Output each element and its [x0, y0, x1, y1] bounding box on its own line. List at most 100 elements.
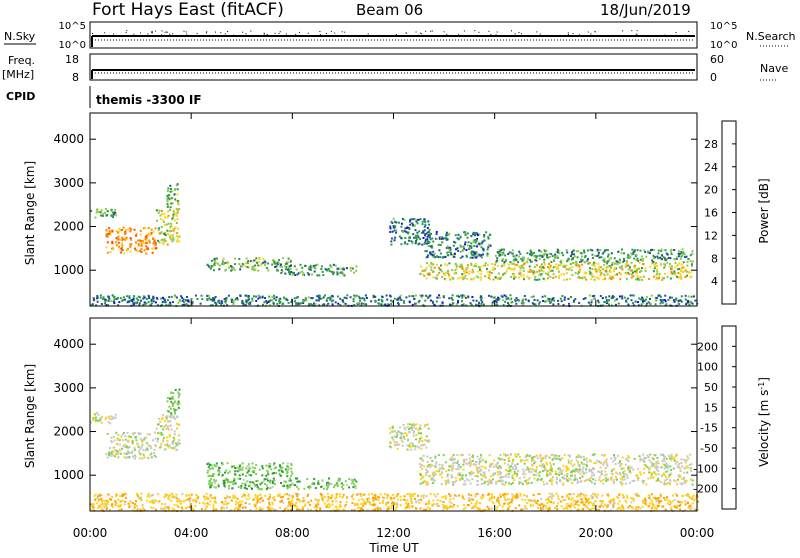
echo-cell [576, 479, 578, 481]
echo-cell [628, 460, 630, 462]
echo-cell [508, 264, 510, 266]
echo-cell [612, 276, 614, 278]
echo-cell [360, 495, 362, 497]
echo-cell [648, 456, 650, 458]
echo-cell [583, 252, 585, 254]
echo-cell [681, 483, 683, 485]
echo-cell [573, 505, 575, 507]
echo-cell [166, 417, 168, 419]
echo-cell [562, 254, 564, 256]
echo-cell [465, 241, 467, 243]
echo-cell [680, 270, 682, 272]
echo-cell [552, 303, 554, 305]
echo-cell [470, 483, 472, 485]
echo-cell [685, 295, 687, 297]
echo-cell [518, 300, 520, 302]
echo-cell [552, 270, 554, 272]
echo-cell [308, 303, 310, 305]
echo-cell [153, 300, 155, 302]
echo-cell [433, 471, 435, 473]
echo-cell [93, 299, 95, 301]
echo-cell [617, 261, 619, 263]
echo-cell [579, 277, 581, 279]
echo-cell [434, 267, 436, 269]
echo-cell [472, 257, 474, 259]
echo-cell [118, 236, 120, 238]
echo-cell [467, 264, 469, 266]
echo-cell [533, 252, 535, 254]
echo-cell [127, 447, 129, 449]
echo-cell [361, 302, 363, 304]
echo-cell [189, 500, 191, 502]
echo-cell [124, 239, 126, 241]
echo-cell [224, 472, 226, 474]
echo-cell [335, 265, 337, 267]
echo-cell [572, 262, 574, 264]
echo-cell [439, 500, 441, 502]
echo-cell [524, 480, 526, 482]
echo-cell [238, 258, 240, 260]
echo-cell [524, 262, 526, 264]
echo-cell [499, 471, 501, 473]
echo-cell [474, 464, 476, 466]
echo-cell [133, 447, 135, 449]
echo-cell [291, 473, 293, 475]
nsky-point [396, 34, 397, 35]
echo-cell [353, 300, 355, 302]
echo-cell [417, 429, 419, 431]
echo-cell [218, 470, 220, 472]
echo-cell [391, 437, 393, 439]
echo-cell [346, 297, 348, 299]
echo-cell [394, 221, 396, 223]
echo-cell [191, 298, 193, 300]
echo-cell [248, 295, 250, 297]
echo-cell [332, 303, 334, 305]
echo-cell [455, 248, 457, 250]
echo-cell [547, 257, 549, 259]
echo-cell [149, 454, 151, 456]
echo-cell [370, 300, 372, 302]
echo-cell [594, 279, 596, 281]
echo-cell [632, 294, 634, 296]
echo-cell [436, 238, 438, 240]
echo-cell [438, 272, 440, 274]
echo-cell [463, 459, 465, 461]
echo-cell [407, 423, 409, 425]
echo-cell [682, 253, 684, 255]
echo-cell [640, 298, 642, 300]
echo-cell [570, 255, 572, 257]
echo-cell [601, 256, 603, 258]
echo-cell [592, 295, 594, 297]
echo-cell [141, 244, 143, 246]
echo-cell [129, 246, 131, 248]
echo-cell [500, 467, 502, 469]
echo-cell [679, 508, 681, 510]
echo-cell [433, 255, 435, 257]
echo-cell [136, 505, 138, 507]
echo-cell [267, 487, 269, 489]
echo-cell [447, 474, 449, 476]
echo-cell [358, 296, 360, 298]
echo-cell [170, 238, 172, 240]
echo-cell [178, 434, 180, 436]
echo-cell [414, 493, 416, 495]
echo-cell [692, 261, 694, 263]
echo-cell [599, 506, 601, 508]
echo-cell [429, 229, 431, 231]
echo-cell [623, 252, 625, 254]
echo-cell [683, 472, 685, 474]
echo-cell [518, 256, 520, 258]
echo-cell [231, 481, 233, 483]
echo-cell [302, 299, 304, 301]
echo-cell [590, 249, 592, 251]
echo-cell [208, 475, 210, 477]
echo-cell [478, 458, 480, 460]
echo-cell [510, 298, 512, 300]
echo-cell [681, 478, 683, 480]
echo-cell [296, 486, 298, 488]
echo-cell [488, 508, 490, 510]
echo-cell [614, 300, 616, 302]
echo-cell [623, 467, 625, 469]
echo-cell [491, 272, 493, 274]
echo-cell [529, 265, 531, 267]
